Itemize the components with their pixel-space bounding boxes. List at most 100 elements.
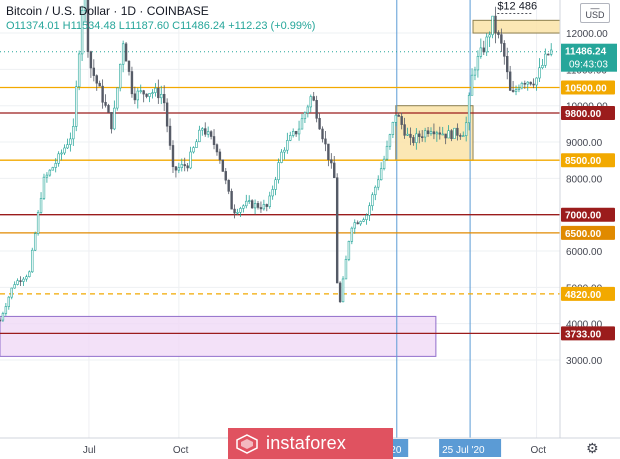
candle-body bbox=[271, 189, 274, 197]
ohlc-readout: O11374.01 H11534.48 L11187.60 C11486.24 … bbox=[6, 20, 316, 32]
candle-body bbox=[245, 200, 248, 207]
candle-body bbox=[54, 163, 57, 168]
candle-body bbox=[397, 114, 400, 117]
annotation-label: $12 486 bbox=[497, 0, 537, 12]
candle-body bbox=[356, 222, 359, 225]
x-tick-label: Oct bbox=[531, 445, 547, 456]
candle-body bbox=[511, 90, 515, 92]
y-tick-label: 4000.00 bbox=[566, 320, 603, 331]
candle-body bbox=[224, 171, 227, 181]
candle-body bbox=[476, 56, 480, 71]
candle-body bbox=[497, 32, 500, 35]
candle-body bbox=[391, 122, 395, 135]
candle-body bbox=[306, 106, 310, 114]
candle-body bbox=[136, 90, 140, 101]
candle-body bbox=[289, 135, 292, 141]
candle-body bbox=[139, 90, 142, 92]
candle-body bbox=[274, 179, 277, 190]
candle-body bbox=[335, 177, 339, 284]
currency-badge[interactable]: — USD bbox=[580, 3, 610, 23]
candle-body bbox=[209, 131, 213, 137]
candle-body bbox=[344, 259, 348, 280]
y-tick-label: 9000.00 bbox=[566, 138, 603, 149]
candle-body bbox=[341, 278, 345, 303]
candle-body bbox=[177, 167, 181, 171]
candle-body bbox=[69, 138, 72, 145]
candle-body bbox=[353, 222, 356, 229]
candle-body bbox=[488, 34, 491, 38]
candle-body bbox=[86, 0, 90, 52]
candle-body bbox=[221, 159, 225, 172]
candle-body bbox=[80, 9, 84, 55]
candle-body bbox=[192, 147, 195, 153]
candle-body bbox=[415, 133, 418, 143]
candle-body bbox=[500, 34, 503, 44]
candle-body bbox=[127, 60, 131, 72]
candle-body bbox=[22, 278, 25, 282]
candle-body bbox=[406, 133, 409, 136]
candle-body bbox=[25, 276, 28, 280]
candle-body bbox=[110, 112, 113, 130]
chart-title: Bitcoin / U.S. Dollar · 1D · COINBASE bbox=[6, 4, 209, 18]
candle-body bbox=[350, 227, 354, 242]
level-badge-label: 10500.00 bbox=[565, 84, 607, 95]
candle-body bbox=[142, 90, 145, 95]
candle-body bbox=[262, 204, 266, 210]
candle-body bbox=[309, 96, 312, 108]
candle-body bbox=[517, 87, 521, 91]
candle-body bbox=[464, 122, 468, 136]
last-price-label: 11486.24 bbox=[565, 47, 607, 58]
candle-body bbox=[183, 164, 186, 167]
instaforex-watermark: instaforex bbox=[228, 428, 393, 459]
candle-body bbox=[503, 43, 506, 57]
candles-group bbox=[0, 0, 553, 322]
candle-body bbox=[429, 131, 433, 135]
level-badge bbox=[561, 80, 615, 95]
candle-body bbox=[119, 63, 122, 89]
candle-body bbox=[171, 145, 175, 168]
candle-body bbox=[101, 85, 104, 103]
candle-body bbox=[432, 131, 436, 135]
candle-body bbox=[239, 208, 242, 213]
candle-body bbox=[57, 153, 60, 164]
candle-body bbox=[7, 296, 10, 307]
candle-body bbox=[526, 81, 529, 85]
candle-body bbox=[10, 287, 13, 298]
candle-body bbox=[508, 71, 512, 91]
candle-body bbox=[36, 212, 40, 234]
candle-body bbox=[63, 147, 66, 154]
level-badge bbox=[561, 326, 615, 341]
candle-body bbox=[420, 136, 424, 138]
candle-body bbox=[529, 81, 532, 85]
candle-body bbox=[148, 93, 151, 97]
candle-body bbox=[95, 75, 98, 84]
gear-icon[interactable]: ⚙ bbox=[586, 440, 599, 456]
candle-body bbox=[83, 0, 87, 11]
level-badge-label: 3733.00 bbox=[565, 329, 602, 340]
candle-body bbox=[459, 135, 462, 137]
candle-body bbox=[212, 136, 216, 145]
candle-body bbox=[303, 112, 307, 120]
candle-body bbox=[330, 159, 333, 164]
candle-body bbox=[227, 179, 230, 192]
candle-body bbox=[248, 200, 251, 202]
countdown-label: 09:43:03 bbox=[569, 60, 608, 71]
candle-body bbox=[186, 165, 189, 169]
candle-body bbox=[382, 158, 386, 170]
candle-body bbox=[347, 241, 351, 260]
candle-body bbox=[388, 134, 392, 147]
y-tick-label: 6000.00 bbox=[566, 247, 603, 258]
candle-body bbox=[409, 133, 412, 138]
candle-body bbox=[256, 203, 260, 208]
candle-body bbox=[201, 128, 204, 131]
candle-body bbox=[151, 92, 154, 94]
candle-body bbox=[438, 132, 441, 135]
candle-body bbox=[359, 221, 362, 225]
candle-body bbox=[116, 87, 119, 109]
candle-body bbox=[92, 67, 96, 76]
candle-body bbox=[277, 162, 280, 181]
candle-body bbox=[412, 137, 415, 143]
candle-body bbox=[291, 131, 295, 136]
